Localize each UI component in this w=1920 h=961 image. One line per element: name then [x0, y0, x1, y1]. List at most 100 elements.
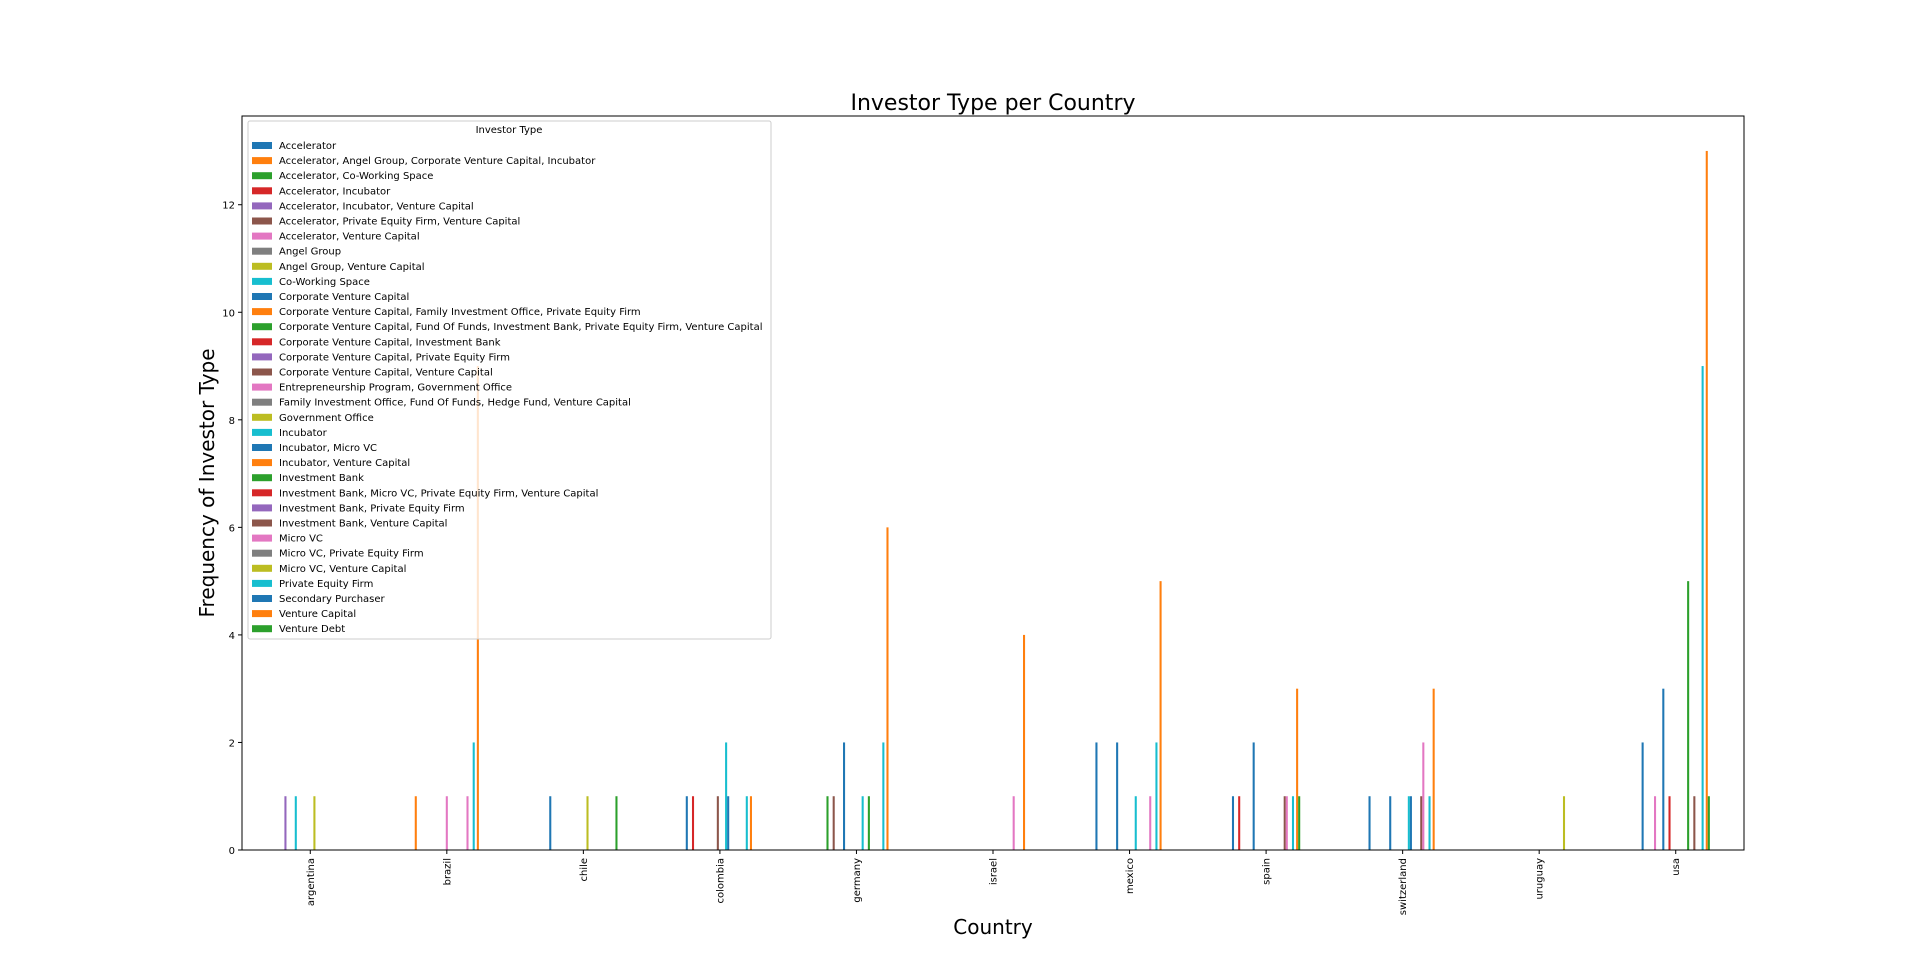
legend-swatch — [252, 564, 272, 572]
legend-swatch — [252, 262, 272, 270]
bar — [615, 796, 618, 850]
legend-entry: Investment Bank, Micro VC, Private Equit… — [279, 488, 598, 499]
legend-entry: Accelerator, Venture Capital — [279, 232, 420, 243]
legend-entry: Corporate Venture Capital, Investment Ba… — [279, 337, 501, 348]
bar — [294, 796, 297, 850]
x-tick-label: chile — [579, 858, 590, 882]
x-tick-label: colombia — [715, 858, 726, 904]
legend-entry: Micro VC, Venture Capital — [279, 564, 406, 575]
legend-swatch — [252, 625, 272, 633]
bar — [1368, 796, 1371, 850]
legend-swatch — [252, 549, 272, 557]
bar — [1298, 796, 1301, 850]
y-tick-label: 6 — [229, 523, 235, 534]
legend-swatch — [252, 323, 272, 331]
legend-entry: Investment Bank, Venture Capital — [279, 519, 447, 530]
x-tick-label: uruguay — [1535, 858, 1546, 900]
bar — [466, 796, 469, 850]
legend-entry: Incubator, Micro VC — [279, 443, 377, 454]
legend-swatch — [252, 308, 272, 316]
bar — [1641, 742, 1644, 850]
legend-entry: Incubator, Venture Capital — [279, 458, 410, 469]
bar — [725, 742, 728, 850]
legend-swatch — [252, 172, 272, 180]
legend-entry: Co-Working Space — [279, 277, 370, 288]
y-tick-label: 4 — [229, 631, 235, 642]
x-tick-label: brazil — [442, 858, 453, 885]
bar — [1654, 796, 1657, 850]
y-tick-label: 0 — [229, 846, 235, 857]
bar — [1562, 796, 1566, 850]
bar — [472, 742, 475, 850]
bar — [1707, 796, 1710, 850]
bar — [716, 796, 719, 850]
bar — [685, 796, 688, 850]
bar — [1701, 366, 1704, 850]
x-tick-label: switzerland — [1398, 858, 1409, 915]
bar — [1407, 796, 1410, 850]
legend-entry: Accelerator, Incubator, Venture Capital — [279, 201, 474, 212]
legend-swatch — [252, 293, 272, 300]
x-axis-label: Country — [953, 915, 1033, 939]
bar — [882, 742, 885, 850]
legend-entry: Corporate Venture Capital, Family Invest… — [279, 307, 641, 318]
bar — [1134, 796, 1137, 850]
legend-swatch — [252, 142, 272, 149]
bar — [1389, 796, 1392, 850]
legend-swatch — [252, 277, 272, 285]
y-tick-label: 8 — [229, 416, 235, 427]
legend-entry: Micro VC — [279, 534, 323, 545]
legend-swatch — [252, 353, 272, 361]
bar — [1668, 796, 1671, 850]
bar — [1116, 742, 1119, 850]
bar — [843, 742, 846, 850]
bar — [549, 796, 552, 850]
legend-entry: Accelerator, Angel Group, Corporate Vent… — [279, 156, 596, 167]
legend-swatch — [252, 504, 272, 512]
bar — [1283, 796, 1286, 850]
legend-frame — [247, 120, 772, 640]
bar — [1252, 742, 1255, 850]
legend-entry: Private Equity Firm — [279, 579, 373, 590]
bar — [1012, 796, 1015, 850]
legend-swatch — [252, 217, 272, 225]
bar — [445, 796, 448, 850]
legend-swatch — [252, 338, 272, 346]
legend-entry: Corporate Venture Capital, Private Equit… — [279, 352, 510, 363]
bar — [861, 796, 864, 850]
legend-entry: Incubator — [279, 428, 328, 439]
legend-swatch — [252, 595, 272, 602]
bar — [1231, 796, 1235, 850]
bar — [691, 796, 695, 850]
legend-swatch — [252, 368, 272, 376]
legend-swatch — [252, 428, 272, 436]
legend: Investor Type Accelerator Accelerator, An… — [247, 120, 772, 640]
bar — [414, 796, 417, 850]
legend-swatch — [252, 398, 272, 406]
bar — [1422, 742, 1425, 850]
legend-entry: Angel Group, Venture Capital — [279, 262, 425, 273]
bar — [1687, 581, 1690, 850]
bar — [1238, 796, 1241, 850]
legend-swatch — [252, 534, 272, 542]
x-tick-label: spain — [1262, 858, 1273, 885]
bar — [586, 796, 589, 850]
legend-entry: Accelerator, Private Equity Firm, Ventur… — [279, 217, 520, 228]
legend-swatch — [252, 413, 272, 421]
legend-swatch — [252, 474, 272, 482]
legend-swatch — [252, 247, 272, 255]
legend-swatch — [252, 579, 272, 587]
legend-swatch — [252, 610, 272, 618]
bar — [886, 527, 889, 850]
legend-swatch — [252, 444, 272, 451]
legend-entry: Accelerator, Co-Working Space — [279, 171, 433, 182]
x-tick-label: argentina — [306, 858, 317, 906]
legend-entry: Corporate Venture Capital, Fund Of Funds… — [279, 322, 762, 333]
legend-swatch — [252, 489, 272, 497]
bar — [727, 796, 730, 850]
legend-entry: Venture Capital — [279, 609, 356, 620]
legend-entry: Corporate Venture Capital, Venture Capit… — [279, 368, 493, 379]
legend-entry: Venture Debt — [279, 624, 345, 635]
bar — [284, 796, 287, 850]
